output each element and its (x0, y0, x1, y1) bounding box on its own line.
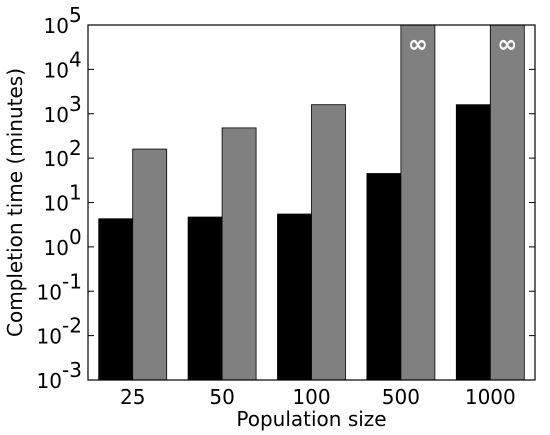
y-tick-exponent: -2 (62, 314, 82, 338)
x-axis-label: Population size (236, 407, 386, 431)
x-axis-ticks: 25 50 100 500 1000 (120, 385, 516, 409)
annotations-group: ∞ ∞ (408, 30, 517, 58)
bar-series2-25 (132, 148, 168, 381)
y-tick-label: 10 (44, 192, 69, 216)
y-tick-label: 10 (44, 58, 69, 82)
x-tick-label-100: 100 (292, 385, 330, 409)
x-tick-label-50: 50 (209, 385, 234, 409)
infinity-label-1000: ∞ (497, 30, 517, 58)
bar-series1-50 (187, 216, 223, 381)
x-tick-label-1000: 1000 (465, 385, 516, 409)
y-tick-label: 10 (44, 147, 69, 171)
y-tick-exponent: 5 (69, 3, 82, 27)
bar-series1-25 (98, 218, 134, 381)
bar-series2-50 (221, 127, 257, 381)
x-tick-label-25: 25 (120, 385, 145, 409)
y-tick-label: 10 (37, 280, 62, 304)
y-tick-label: 10 (37, 369, 62, 393)
y-tick-label: 10 (44, 236, 69, 260)
y-tick-exponent: -3 (62, 358, 82, 382)
bar-series1-100 (277, 213, 312, 381)
y-tick-exponent: -1 (62, 269, 82, 293)
y-axis-label: Completion time (minutes) (3, 68, 27, 337)
bar-series2-1000 (489, 24, 525, 381)
y-tick-label: 10 (44, 103, 69, 127)
y-tick-exponent: 0 (69, 225, 82, 249)
y-tick-label: 10 (37, 325, 62, 349)
bar-series1-1000 (455, 104, 491, 381)
y-tick-exponent: 1 (69, 181, 82, 205)
bar-series1-500 (366, 173, 402, 381)
bar-series2-100 (311, 104, 346, 381)
y-tick-exponent: 3 (69, 92, 82, 116)
y-tick-exponent: 4 (69, 47, 82, 71)
infinity-label-500: ∞ (408, 30, 428, 58)
bars-group (98, 24, 525, 381)
x-tick-label-500: 500 (382, 385, 420, 409)
y-tick-exponent: 2 (69, 136, 82, 160)
bar-series2-500 (400, 24, 436, 381)
y-tick-label: 10 (44, 14, 69, 38)
